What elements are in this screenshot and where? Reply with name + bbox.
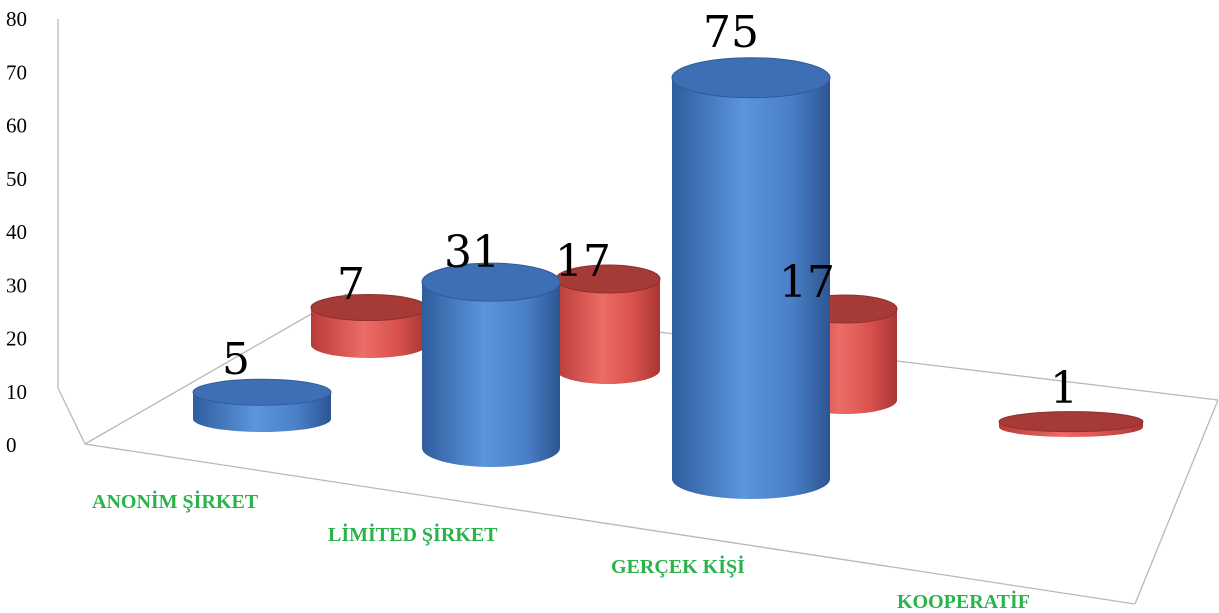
floor-right-edge [1134,399,1219,605]
bar-top [421,262,561,302]
category-label: KOOPERATİF [897,589,1030,613]
category-label: LİMİTED ŞİRKET [328,522,498,546]
y-tick-label: 10 [6,380,27,404]
bar-cylinder [998,411,1144,437]
category-labels: ANONİM ŞİRKET LİMİTED ŞİRKET GERÇEK KİŞİ KO… [92,489,1030,613]
y-tick-label: 0 [6,433,17,457]
y-tick-label: 40 [6,220,27,244]
category-label: GERÇEK KİŞİ [611,554,745,578]
data-label: 31 [444,227,500,278]
data-label: 17 [555,236,611,287]
bar-cylinder [310,294,428,358]
value-labels: 5 31 75 7 17 17 1 [222,7,1078,414]
data-label: 1 [1050,363,1078,414]
bar-cylinder [555,264,661,384]
y-tick-label: 50 [6,167,27,191]
data-label: 17 [779,257,835,308]
y-tick-label: 70 [6,60,27,84]
bar-body [556,279,660,384]
bar-top [192,378,332,406]
bar-body [672,77,830,499]
bar-cylinder [192,378,332,432]
y-tick-label: 60 [6,114,27,138]
bars [192,57,1144,499]
bar-top [310,294,428,322]
bar-body [422,282,560,467]
floor-front-edge [84,443,1136,605]
bar-top [998,411,1144,433]
y-tick-label: 30 [6,273,27,297]
y-axis-ticks: 0 10 20 30 40 50 60 70 80 [6,7,27,457]
data-label: 7 [337,259,365,310]
back-wall-edge [57,19,86,445]
bar-cylinder [671,57,831,499]
bar-body [311,307,427,358]
bar-cylinder [421,262,561,467]
y-tick-label: 20 [6,327,27,351]
category-label: ANONİM ŞİRKET [92,489,259,513]
data-label: 5 [222,334,250,385]
y-tick-label: 80 [6,7,27,31]
data-label: 75 [703,7,759,58]
bar-top [671,57,831,99]
floor-back-edge [84,293,347,445]
